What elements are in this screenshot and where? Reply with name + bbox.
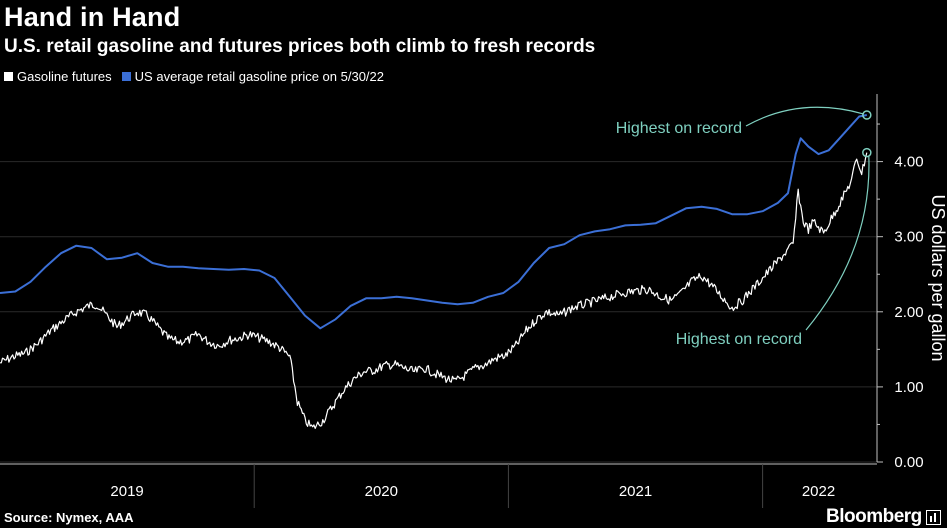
- legend-item-futures: Gasoline futures: [4, 69, 112, 84]
- chart-title: Hand in Hand: [4, 2, 181, 32]
- source-note: Source: Nymex, AAA: [4, 510, 134, 525]
- annotation-label-retail: Highest on record: [616, 120, 742, 137]
- annotation-connector-retail: [745, 106, 864, 127]
- series-line-retail: [0, 114, 867, 330]
- annotation-layer: Highest on record Highest on record: [616, 106, 872, 348]
- legend-label-futures: Gasoline futures: [17, 69, 112, 84]
- x-tick-label-3: 2022: [802, 483, 835, 500]
- legend-label-retail: US average retail gasoline price on 5/30…: [134, 69, 384, 84]
- record-marker-futures: [862, 147, 872, 158]
- x-tick-label-2: 2021: [619, 483, 652, 500]
- legend-item-retail: US average retail gasoline price on 5/30…: [121, 69, 384, 84]
- x-tick-label-0: 2019: [110, 483, 143, 500]
- y-tick-label-2: 2.00: [894, 304, 923, 321]
- bloomberg-logo: Bloomberg: [826, 506, 941, 528]
- chart-subtitle: U.S. retail gasoline and futures prices …: [4, 36, 596, 57]
- annotation-connector-futures: [805, 156, 870, 331]
- legend-swatch-retail: [121, 72, 131, 81]
- x-tick-label-1: 2020: [365, 483, 398, 500]
- y-tick-label-1: 1.00: [894, 379, 923, 396]
- legend-swatch-futures: [4, 72, 13, 81]
- y-tick-label-4: 4.00: [894, 154, 923, 171]
- bloomberg-chart-icon: [925, 509, 941, 525]
- axes-layer: 0.00 1.00 2.00 3.00 4.00 US dollars per gallo…: [0, 94, 947, 508]
- y-tick-label-3: 3.00: [894, 229, 923, 246]
- record-marker-retail: [862, 110, 872, 120]
- annotation-label-futures: Highest on record: [676, 331, 802, 348]
- y-axis-title: US dollars per gallon: [928, 194, 947, 361]
- legend: Gasoline futures US average retail gasol…: [4, 69, 394, 84]
- y-tick-label-0: 0.00: [894, 454, 923, 471]
- brand-text: Bloomberg: [826, 506, 922, 527]
- series-line-futures: [0, 152, 868, 429]
- series-layer: [0, 114, 868, 429]
